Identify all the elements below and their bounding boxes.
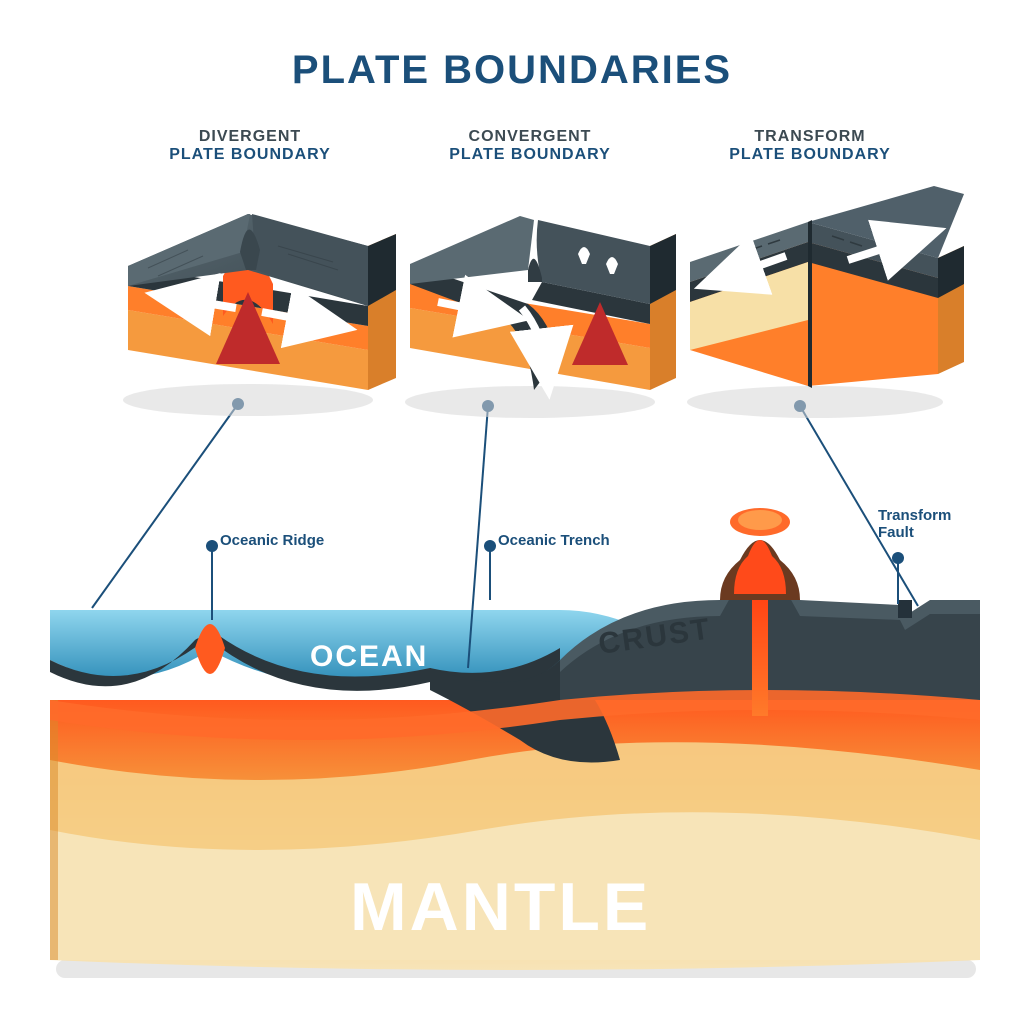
block-convergent [405, 216, 676, 418]
diagram-svg: OCEAN CRUST MANTLE [0, 0, 1024, 1024]
callout-line2: Fault [878, 524, 914, 541]
callout-oceanic-ridge: Oceanic Ridge [220, 532, 324, 549]
block-divergent [123, 214, 396, 416]
callout-line1: Transform [878, 507, 951, 524]
block-transform [687, 186, 964, 418]
callout-oceanic-trench: Oceanic Trench [498, 532, 610, 549]
callout-transform-fault: Transform Fault [878, 508, 951, 541]
svg-text:OCEAN: OCEAN [310, 640, 428, 673]
svg-text:MANTLE: MANTLE [350, 869, 651, 945]
